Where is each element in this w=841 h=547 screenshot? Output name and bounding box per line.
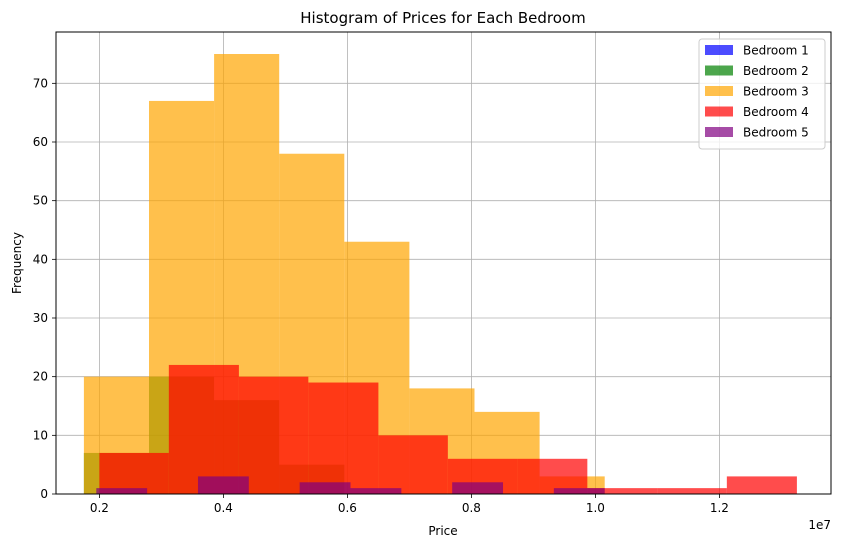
bedroom-5-bar [197,476,249,494]
bedroom-5-bar [96,488,148,494]
y-tick-label: 0 [40,487,48,501]
bedroom-5-legend-swatch [705,127,733,137]
x-tick-label: 1.2 [710,501,729,515]
bedroom-3-legend-label: Bedroom 3 [743,85,809,99]
y-tick-label: 60 [33,135,48,149]
y-tick-label: 50 [33,194,48,208]
bedroom-5-bar [553,488,605,494]
bedroom-4-legend-label: Bedroom 4 [743,105,809,119]
bedroom-5-bar [452,482,504,494]
bedroom-3-legend-swatch [705,86,733,96]
y-tick-label: 30 [33,311,48,325]
bedroom-1-legend-label: Bedroom 1 [743,44,809,58]
x-axis-label: Price [428,524,457,538]
bedroom-4-legend-swatch [705,106,733,117]
bedroom-4-bar [168,364,239,494]
x-tick-label: 0.2 [90,501,109,515]
bedroom-4-bar [238,376,309,494]
histogram-bars [83,54,797,494]
x-tick-label: 0.4 [214,501,233,515]
y-tick-label: 70 [33,76,48,90]
bedroom-1-legend-swatch [705,45,733,55]
y-tick-label: 20 [33,370,48,384]
x-tick-label: 0.8 [462,501,481,515]
bedroom-4-bar [657,488,727,494]
legend: Bedroom 1 Bedroom 2 Bedroom 3 Bedroom 4 Bedr… [698,38,826,150]
plot-frame [55,31,832,495]
bedroom-5-bar [350,488,402,494]
y-axis-label: Frequency [10,232,24,294]
x-axis-ticks: 0.2 0.4 0.6 0.8 1.0 1.2 [90,494,729,515]
x-tick-label: 1.0 [586,501,605,515]
bedroom-4-bar [99,452,169,494]
y-tick-label: 10 [33,428,48,442]
bedroom-4-bar [587,488,658,494]
x-tick-label: 0.6 [338,501,357,515]
bedroom-2-legend-label: Bedroom 2 [743,64,809,78]
bedroom-4-bar [378,435,448,494]
bedroom-5-bar [299,482,351,494]
bedroom-4-bar [308,382,379,494]
bedroom-4-bar [726,476,797,494]
chart-title: Histogram of Prices for Each Bedroom [300,9,585,27]
y-tick-label: 40 [33,252,48,266]
bedroom-5-legend-label: Bedroom 5 [743,126,809,140]
y-axis-ticks: 0 10 20 30 40 50 60 70 [33,76,56,501]
x-axis-offset-label: 1e7 [808,518,831,532]
bedroom-2-legend-swatch [705,65,733,76]
